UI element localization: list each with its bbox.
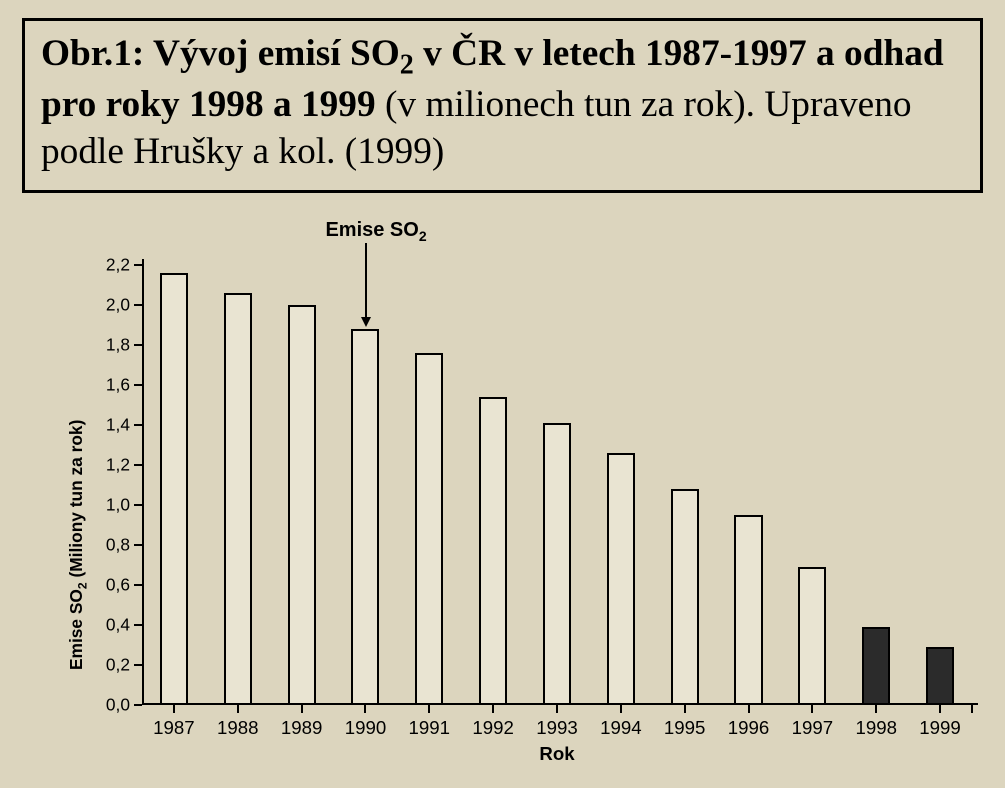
y-tick bbox=[134, 304, 142, 306]
legend-prefix: Emise SO bbox=[325, 219, 418, 241]
x-tick bbox=[748, 705, 750, 713]
x-axis-title: Rok bbox=[539, 743, 574, 765]
y-tick bbox=[134, 384, 142, 386]
x-tick-end bbox=[971, 705, 973, 713]
x-tick-label: 1991 bbox=[409, 717, 451, 739]
chart-container: Emise SO2 Emise SO2 (Miliony tun za rok)… bbox=[42, 235, 982, 795]
y-tick-label: 0,6 bbox=[90, 574, 130, 595]
x-tick bbox=[237, 705, 239, 713]
y-tick-label: 0,8 bbox=[90, 534, 130, 555]
y-tick bbox=[134, 464, 142, 466]
x-tick bbox=[556, 705, 558, 713]
bar-1992 bbox=[479, 397, 507, 705]
x-tick-label: 1987 bbox=[153, 717, 195, 739]
plot-area bbox=[142, 265, 972, 705]
bar-1993 bbox=[543, 423, 571, 705]
y-tick-label: 0,4 bbox=[90, 614, 130, 635]
bar-1994 bbox=[607, 453, 635, 705]
x-tick-label: 1988 bbox=[217, 717, 259, 739]
y-tick bbox=[134, 504, 142, 506]
ylabel-prefix: Emise SO bbox=[66, 589, 86, 670]
y-tick-label: 0,2 bbox=[90, 654, 130, 675]
x-tick bbox=[173, 705, 175, 713]
x-tick-label: 1993 bbox=[536, 717, 578, 739]
y-tick bbox=[134, 704, 142, 706]
ylabel-suffix: (Miliony tun za rok) bbox=[66, 419, 86, 582]
y-tick-label: 1,8 bbox=[90, 334, 130, 355]
x-tick-label: 1998 bbox=[855, 717, 897, 739]
x-tick-label: 1996 bbox=[728, 717, 770, 739]
x-tick-label: 1989 bbox=[281, 717, 323, 739]
x-tick bbox=[811, 705, 813, 713]
x-tick-label: 1995 bbox=[664, 717, 706, 739]
y-tick-label: 2,0 bbox=[90, 294, 130, 315]
bar-1988 bbox=[224, 293, 252, 705]
y-tick bbox=[134, 584, 142, 586]
x-tick-label: 1994 bbox=[600, 717, 642, 739]
y-tick bbox=[134, 544, 142, 546]
bar-1989 bbox=[288, 305, 316, 705]
y-axis-line bbox=[142, 259, 144, 705]
bar-1997 bbox=[798, 567, 826, 705]
bar-1998 bbox=[862, 627, 890, 705]
x-tick bbox=[875, 705, 877, 713]
x-tick-label: 1992 bbox=[472, 717, 514, 739]
figure-caption-box: Obr.1: Vývoj emisí SO2 v ČR v letech 198… bbox=[22, 18, 983, 193]
caption-bold-part1: Obr.1: Vývoj emisí SO bbox=[41, 33, 400, 74]
y-tick bbox=[134, 344, 142, 346]
legend-sub: 2 bbox=[419, 228, 427, 244]
caption-bold-sub: 2 bbox=[400, 49, 414, 80]
x-tick bbox=[492, 705, 494, 713]
chart-legend-label: Emise SO2 bbox=[325, 219, 426, 244]
ylabel-sub: 2 bbox=[75, 582, 89, 589]
bar-1995 bbox=[671, 489, 699, 705]
x-tick bbox=[364, 705, 366, 713]
y-tick-label: 1,4 bbox=[90, 414, 130, 435]
y-tick-label: 1,2 bbox=[90, 454, 130, 475]
x-tick bbox=[301, 705, 303, 713]
x-tick bbox=[620, 705, 622, 713]
y-tick bbox=[134, 664, 142, 666]
bar-1991 bbox=[415, 353, 443, 705]
y-tick bbox=[134, 264, 142, 266]
x-tick bbox=[684, 705, 686, 713]
bar-1996 bbox=[734, 515, 762, 705]
y-axis-label: Emise SO2 (Miliony tun za rok) bbox=[66, 419, 89, 669]
x-tick bbox=[428, 705, 430, 713]
x-tick-label: 1999 bbox=[919, 717, 961, 739]
y-tick bbox=[134, 624, 142, 626]
bar-1990 bbox=[351, 329, 379, 705]
page-root: Obr.1: Vývoj emisí SO2 v ČR v letech 198… bbox=[0, 0, 1005, 788]
bar-1999 bbox=[926, 647, 954, 705]
x-tick-label: 1997 bbox=[792, 717, 834, 739]
x-tick-label: 1990 bbox=[345, 717, 387, 739]
bar-1987 bbox=[160, 273, 188, 705]
y-tick-label: 1,6 bbox=[90, 374, 130, 395]
y-tick bbox=[134, 424, 142, 426]
x-tick bbox=[939, 705, 941, 713]
y-tick-label: 2,2 bbox=[90, 254, 130, 275]
y-tick-label: 1,0 bbox=[90, 494, 130, 515]
y-tick-label: 0,0 bbox=[90, 694, 130, 715]
